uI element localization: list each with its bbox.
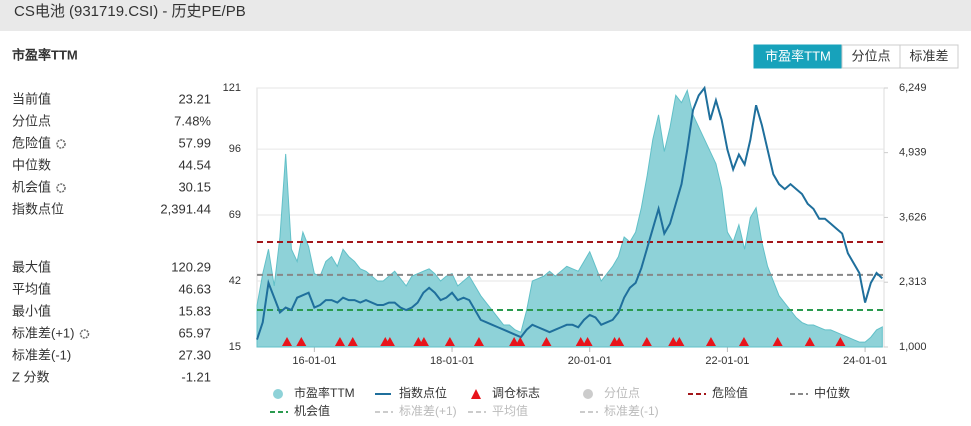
stat-label: 最小值 bbox=[12, 303, 51, 318]
stat-label: 平均值 bbox=[12, 281, 51, 296]
stat-label: 标准差(+1) bbox=[12, 325, 74, 340]
stat-value: 120.29 bbox=[171, 259, 211, 274]
rebalance-marker bbox=[418, 337, 429, 346]
legend-symbol bbox=[471, 389, 481, 399]
stat-label: 分位点 bbox=[12, 113, 51, 128]
stat-value: 30.15 bbox=[178, 179, 211, 194]
rebalance-marker bbox=[614, 337, 625, 346]
y2-tick-label: 1,000 bbox=[899, 341, 927, 353]
rebalance-marker bbox=[541, 337, 552, 346]
pe-area bbox=[256, 88, 883, 348]
rebalance-marker bbox=[772, 337, 783, 346]
stat-value: 7.48% bbox=[174, 113, 211, 128]
rebalance-marker bbox=[347, 337, 358, 346]
legend-symbol bbox=[583, 389, 593, 399]
rebalance-marker bbox=[334, 337, 345, 346]
stat-value: -1.21 bbox=[181, 369, 211, 384]
legend-label[interactable]: 平均值 bbox=[492, 403, 528, 418]
y2-tick-label: 4,939 bbox=[899, 147, 927, 159]
legend-symbol bbox=[273, 389, 283, 399]
x-tick-label: 20-01-01 bbox=[568, 355, 612, 367]
legend-label[interactable]: 机会值 bbox=[294, 403, 330, 418]
tab-label[interactable]: 市盈率TTM bbox=[765, 48, 831, 63]
stat-value: 27.30 bbox=[178, 347, 211, 362]
rebalance-marker bbox=[705, 337, 716, 346]
legend-label[interactable]: 标准差(-1) bbox=[604, 404, 659, 418]
x-tick-label: 22-01-01 bbox=[705, 355, 749, 367]
header-title: CS电池 (931719.CSI) - 历史PE/PB bbox=[14, 3, 246, 20]
settings-icon[interactable] bbox=[56, 183, 66, 193]
legend-label[interactable]: 分位点 bbox=[604, 385, 640, 400]
x-tick-label: 18-01-01 bbox=[430, 355, 474, 367]
rebalance-marker bbox=[641, 337, 652, 346]
stat-label: 当前值 bbox=[12, 91, 51, 106]
stat-label: 机会值 bbox=[12, 179, 51, 194]
stat-value: 23.21 bbox=[178, 91, 211, 106]
legend-label[interactable]: 中位数 bbox=[814, 385, 850, 400]
stat-value: 15.83 bbox=[178, 303, 211, 318]
stat-value: 44.54 bbox=[178, 157, 211, 172]
y-tick-label: 42 bbox=[229, 275, 241, 287]
y-tick-label: 69 bbox=[229, 209, 241, 221]
stat-label: 危险值 bbox=[12, 135, 51, 150]
stat-value: 2,391.44 bbox=[160, 201, 211, 216]
rebalance-marker bbox=[444, 337, 455, 346]
stat-label: 中位数 bbox=[12, 157, 51, 172]
rebalance-marker bbox=[473, 337, 484, 346]
stat-value: 65.97 bbox=[178, 325, 211, 340]
rebalance-marker bbox=[738, 337, 749, 346]
y2-tick-label: 3,626 bbox=[899, 211, 927, 223]
tab-label[interactable]: 标准差 bbox=[909, 48, 948, 63]
rebalance-marker bbox=[282, 337, 293, 346]
y-tick-label: 96 bbox=[229, 143, 241, 155]
stat-label: 指数点位 bbox=[12, 201, 64, 216]
y-tick-label: 15 bbox=[229, 341, 241, 353]
y-tick-label: 121 bbox=[223, 82, 241, 94]
stat-label: 标准差(-1) bbox=[12, 347, 71, 362]
legend-label[interactable]: 标准差(+1) bbox=[399, 404, 457, 418]
x-tick-label: 16-01-01 bbox=[292, 355, 336, 367]
settings-icon[interactable] bbox=[79, 329, 90, 339]
tab-button[interactable] bbox=[899, 44, 959, 69]
legend-label[interactable]: 市盈率TTM bbox=[294, 385, 355, 400]
rebalance-marker bbox=[835, 337, 846, 346]
stat-value: 46.63 bbox=[178, 281, 211, 296]
rebalance-marker bbox=[804, 337, 815, 346]
rebalance-marker bbox=[384, 337, 395, 346]
rebalance-marker bbox=[296, 337, 307, 346]
header-bar bbox=[0, 0, 971, 31]
y2-tick-label: 6,249 bbox=[899, 82, 927, 94]
y2-tick-label: 2,313 bbox=[899, 276, 927, 288]
legend-label[interactable]: 指数点位 bbox=[399, 385, 447, 400]
stat-value: 57.99 bbox=[178, 135, 211, 150]
settings-icon[interactable] bbox=[56, 139, 66, 149]
panel-title: 市盈率TTM bbox=[12, 47, 78, 62]
tab-label[interactable]: 分位点 bbox=[851, 48, 890, 63]
stat-label: Z 分数 bbox=[12, 369, 50, 384]
rebalance-marker bbox=[674, 337, 685, 346]
rebalance-marker bbox=[575, 337, 586, 346]
rebalance-marker bbox=[515, 337, 526, 346]
legend-label[interactable]: 危险值 bbox=[712, 385, 748, 400]
stat-label: 最大值 bbox=[12, 259, 51, 274]
rebalance-marker bbox=[582, 337, 593, 346]
legend-label[interactable]: 调仓标志 bbox=[492, 386, 540, 400]
index-line bbox=[256, 85, 883, 340]
x-tick-label: 24-01-01 bbox=[843, 355, 887, 367]
